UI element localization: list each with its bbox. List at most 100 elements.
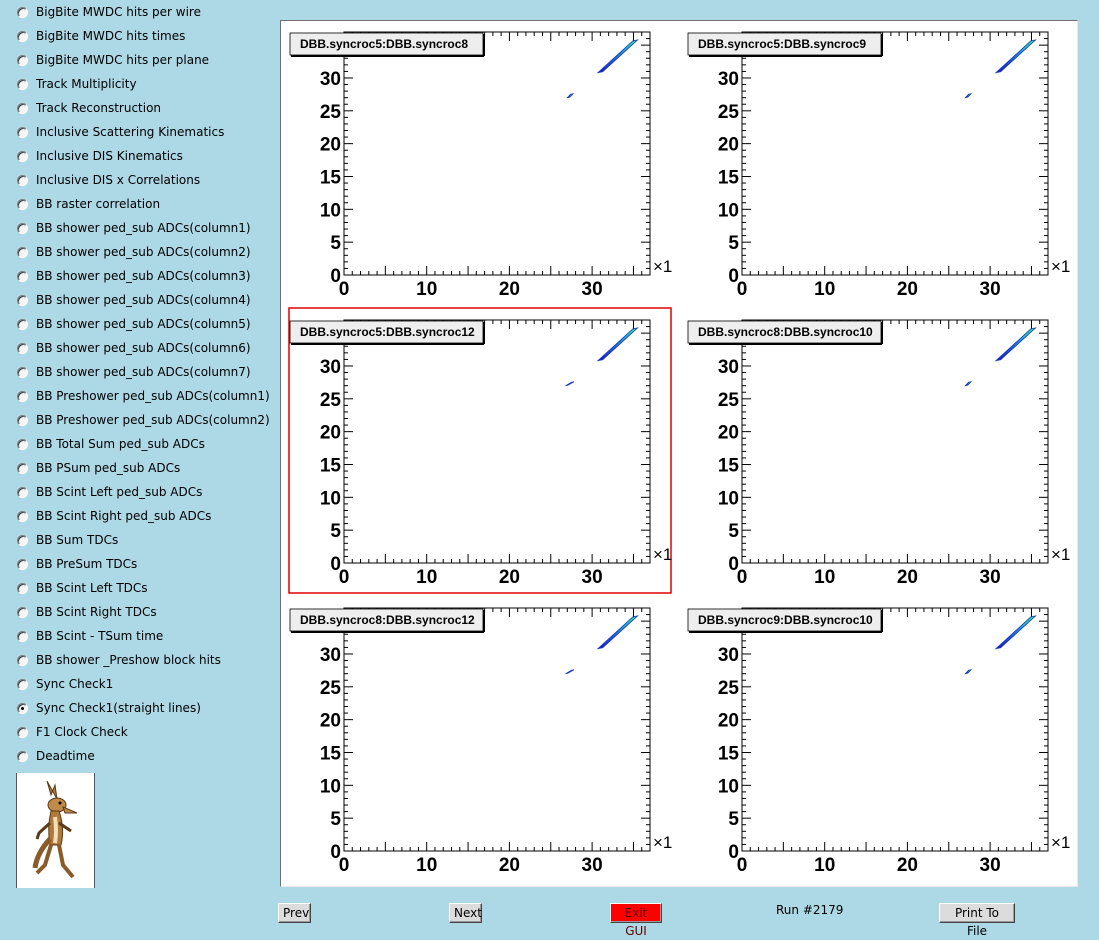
data-cluster <box>964 381 973 387</box>
sidebar-item[interactable]: BigBite MWDC hits per wire <box>17 2 201 22</box>
sidebar-item[interactable]: BB Scint Left TDCs <box>17 578 148 598</box>
sidebar-item[interactable]: Track Multiplicity <box>17 74 137 94</box>
sidebar-item[interactable]: BB shower ped_sub ADCs(column2) <box>17 242 251 262</box>
radio-icon[interactable] <box>17 6 28 18</box>
y-tick-label: 5 <box>728 521 739 542</box>
y-tick-label: 5 <box>330 809 341 830</box>
radio-icon[interactable] <box>17 174 28 186</box>
radio-icon[interactable] <box>17 486 28 498</box>
sidebar-item[interactable]: BB PSum ped_sub ADCs <box>17 458 180 478</box>
sidebar-item[interactable]: Deadtime <box>17 746 95 766</box>
radio-icon[interactable] <box>17 102 28 114</box>
sidebar-item[interactable]: Inclusive DIS x Correlations <box>17 170 200 190</box>
plot-pad[interactable]: 051015202530350102030×1DBB.syncroc9:DBB.… <box>687 607 1070 876</box>
plot-pad[interactable]: 051015202530350102030×1DBB.syncroc5:DBB.… <box>288 307 672 594</box>
y-tick-label: 5 <box>330 521 341 542</box>
radio-icon[interactable] <box>17 294 28 306</box>
prev-button[interactable]: Prev <box>278 903 311 923</box>
radio-icon[interactable] <box>17 726 28 738</box>
print-to-file-button[interactable]: Print To File <box>939 903 1015 938</box>
radio-icon[interactable] <box>17 582 28 594</box>
plot-pad[interactable]: 051015202530350102030×1DBB.syncroc5:DBB.… <box>687 31 1070 300</box>
next-button[interactable]: Next <box>449 903 482 923</box>
radio-selected-icon[interactable] <box>17 702 28 714</box>
data-cluster <box>994 615 1037 650</box>
radio-icon[interactable] <box>17 438 28 450</box>
sidebar-item[interactable]: BB Scint Left ped_sub ADCs <box>17 482 202 502</box>
radio-icon[interactable] <box>17 366 28 378</box>
sidebar-item[interactable]: Sync Check1(straight lines) <box>17 698 201 718</box>
radio-icon[interactable] <box>17 678 28 690</box>
sidebar-item-label: BigBite MWDC hits per plane <box>36 53 210 67</box>
sidebar-item-label: BB shower ped_sub ADCs(column2) <box>36 245 251 259</box>
sidebar-item[interactable]: BB Scint - TSum time <box>17 626 163 646</box>
radio-icon[interactable] <box>17 318 28 330</box>
radio-icon[interactable] <box>17 558 28 570</box>
plot-title-box: DBB.syncroc8:DBB.syncroc10 <box>687 320 883 345</box>
radio-icon[interactable] <box>17 78 28 90</box>
x-tick-label: 10 <box>416 279 437 300</box>
y-tick-label: 15 <box>718 455 740 476</box>
sidebar-item[interactable]: BigBite MWDC hits per plane <box>17 50 209 70</box>
y-tick-label: 0 <box>728 266 739 287</box>
sidebar-item[interactable]: BB Preshower ped_sub ADCs(column2) <box>17 410 270 430</box>
radio-icon[interactable] <box>17 462 28 474</box>
radio-icon[interactable] <box>17 414 28 426</box>
sidebar-item[interactable]: Sync Check1 <box>17 674 113 694</box>
radio-icon[interactable] <box>17 246 28 258</box>
plot-frame <box>741 607 1049 852</box>
sidebar-item[interactable]: BB Scint Right TDCs <box>17 602 157 622</box>
plot-title-box: DBB.syncroc5:DBB.syncroc9 <box>687 32 883 57</box>
plot-title: DBB.syncroc9:DBB.syncroc10 <box>698 613 873 627</box>
sidebar-item[interactable]: BigBite MWDC hits times <box>17 26 185 46</box>
radio-icon[interactable] <box>17 270 28 282</box>
sidebar-item[interactable]: BB shower ped_sub ADCs(column4) <box>17 290 251 310</box>
sidebar-item-label: BB shower ped_sub ADCs(column3) <box>36 269 251 283</box>
sidebar-item[interactable]: BB shower ped_sub ADCs(column7) <box>17 362 251 382</box>
sidebar-item[interactable]: BB shower ped_sub ADCs(column5) <box>17 314 251 334</box>
radio-icon[interactable] <box>17 534 28 546</box>
radio-icon[interactable] <box>17 390 28 402</box>
radio-icon[interactable] <box>17 198 28 210</box>
radio-icon[interactable] <box>17 54 28 66</box>
sidebar-item[interactable]: BB Sum TDCs <box>17 530 118 550</box>
x-tick-label: 20 <box>499 279 520 300</box>
sidebar-item[interactable]: BB shower ped_sub ADCs(column6) <box>17 338 251 358</box>
radio-icon[interactable] <box>17 630 28 642</box>
plot-pad[interactable]: 051015202530350102030×1DBB.syncroc5:DBB.… <box>289 31 672 300</box>
sidebar-item[interactable]: Inclusive DIS Kinematics <box>17 146 183 166</box>
sidebar-item[interactable]: BB Total Sum ped_sub ADCs <box>17 434 205 454</box>
sidebar-item[interactable]: F1 Clock Check <box>17 722 128 742</box>
radio-icon[interactable] <box>17 222 28 234</box>
sidebar-item[interactable]: Inclusive Scattering Kinematics <box>17 122 224 142</box>
plot-pad[interactable]: 051015202530350102030×1DBB.syncroc8:DBB.… <box>687 319 1070 588</box>
radio-icon[interactable] <box>17 342 28 354</box>
sidebar-item-label: BB PreSum TDCs <box>36 557 138 571</box>
sidebar-item[interactable]: BB PreSum TDCs <box>17 554 137 574</box>
sidebar-item-label: BB Scint Left ped_sub ADCs <box>36 485 203 499</box>
sidebar-item[interactable]: BB Scint Right ped_sub ADCs <box>17 506 211 526</box>
sidebar-item[interactable]: Track Reconstruction <box>17 98 161 118</box>
radio-icon[interactable] <box>17 510 28 522</box>
radio-icon[interactable] <box>17 654 28 666</box>
sidebar-item-label: BB raster correlation <box>36 197 161 211</box>
y-tick-label: 10 <box>320 200 341 221</box>
x-tick-label: 0 <box>339 279 350 300</box>
sidebar-item[interactable]: BB shower ped_sub ADCs(column3) <box>17 266 251 286</box>
sidebar-item[interactable]: BB shower ped_sub ADCs(column1) <box>17 218 251 238</box>
sidebar-item[interactable]: BB Preshower ped_sub ADCs(column1) <box>17 386 270 406</box>
radio-icon[interactable] <box>17 126 28 138</box>
radio-icon[interactable] <box>17 150 28 162</box>
plot-pad[interactable]: 051015202530350102030×1DBB.syncroc8:DBB.… <box>289 607 672 876</box>
radio-icon[interactable] <box>17 606 28 618</box>
x-tick-label: 10 <box>814 279 835 300</box>
mascot-logo <box>16 773 95 888</box>
x-exponent-label: ×1 <box>653 833 672 852</box>
radio-icon[interactable] <box>17 30 28 42</box>
sidebar-item[interactable]: BB shower _Preshow block hits <box>17 650 221 670</box>
plot-canvas[interactable] <box>280 20 1078 887</box>
sidebar-item[interactable]: BB raster correlation <box>17 194 160 214</box>
radio-icon[interactable] <box>17 750 28 762</box>
exit-gui-button[interactable]: Exit GUI <box>610 903 662 938</box>
